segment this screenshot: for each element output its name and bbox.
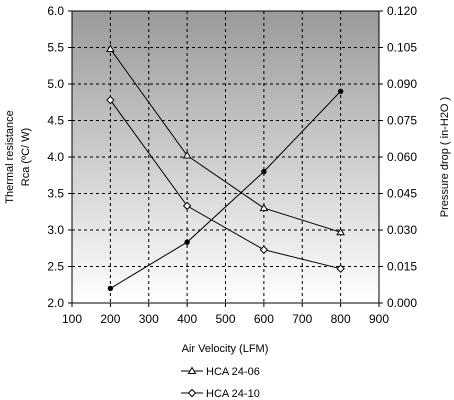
left-tick-label: 5.0 <box>47 77 64 91</box>
series-2-line <box>109 99 341 270</box>
legend-diamond-marker <box>187 388 197 398</box>
series-1-point <box>182 151 192 159</box>
right-tick-label: 0.000 <box>387 296 417 310</box>
legend-label-hca-24-10: HCA 24-10 <box>206 388 260 400</box>
series-3-line <box>110 90 341 289</box>
legend: HCA 24-06 HCA 24-10 <box>181 366 260 400</box>
legend-triangle-marker <box>187 366 197 374</box>
left-tick-label: 4.0 <box>47 150 64 164</box>
y-axis-left-title-line1: Thermal resistance <box>4 110 16 204</box>
series-2-point <box>336 264 345 273</box>
left-tick-label: 3.5 <box>47 187 64 201</box>
right-tick-label: 0.075 <box>387 114 417 128</box>
y-axis-right-title: Pressure drop ( in-H2O ) <box>439 97 451 217</box>
x-axis: 100 200 300 400 500 600 700 800 900 <box>62 303 389 326</box>
x-tick-label: 400 <box>177 312 197 326</box>
legend-item-hca-24-10: HCA 24-10 <box>181 388 260 400</box>
left-tick-label: 4.5 <box>47 114 64 128</box>
right-tick-label: 0.015 <box>387 260 417 274</box>
series-3-point <box>261 168 267 175</box>
series-1-line <box>109 48 341 233</box>
series-2-point <box>182 201 192 211</box>
series-1-point <box>106 44 115 52</box>
series-2-point <box>106 95 115 105</box>
right-tick-label: 0.045 <box>387 187 417 201</box>
x-axis-title: Air Velocity (LFM) <box>182 343 269 355</box>
series-3-point <box>107 285 114 292</box>
x-tick-label: 600 <box>254 312 274 326</box>
x-tick-label: 500 <box>215 312 235 326</box>
right-tick-label: 0.060 <box>387 150 417 164</box>
series-3-point <box>337 88 344 95</box>
x-tick-label: 700 <box>292 312 312 326</box>
left-tick-label: 5.5 <box>47 41 64 55</box>
y-axis-left-title-line2: Rca (ºC/ W) <box>20 128 32 186</box>
left-tick-label: 3.0 <box>47 223 64 237</box>
right-tick-label: 0.090 <box>387 77 417 91</box>
right-tick-label: 0.105 <box>387 41 417 55</box>
series-1-point <box>259 203 269 212</box>
x-tick-label: 300 <box>139 312 159 326</box>
x-tick-label: 800 <box>331 312 351 326</box>
series-2-point <box>259 245 269 254</box>
legend-item-hca-24-06: HCA 24-06 <box>181 366 260 378</box>
x-tick-label: 200 <box>100 312 120 326</box>
left-tick-label: 6.0 <box>47 4 64 18</box>
right-tick-label: 0.120 <box>387 4 417 18</box>
series-layer <box>106 44 345 292</box>
series-3-point <box>184 239 190 245</box>
left-axis: 2.0 2.5 3.0 3.5 4.0 4.5 5.0 5.5 6.0 <box>47 4 72 310</box>
right-tick-label: 0.030 <box>387 223 417 237</box>
legend-label-hca-24-06: HCA 24-06 <box>206 366 260 378</box>
series-1-point <box>336 227 345 236</box>
left-tick-label: 2.5 <box>47 260 64 274</box>
right-axis: 0.000 0.015 0.030 0.045 0.060 0.075 0.090 0.105… <box>379 4 417 310</box>
x-tick-label: 100 <box>62 312 82 326</box>
grid <box>72 11 379 303</box>
x-tick-label: 900 <box>369 312 389 326</box>
left-tick-label: 2.0 <box>47 296 64 310</box>
